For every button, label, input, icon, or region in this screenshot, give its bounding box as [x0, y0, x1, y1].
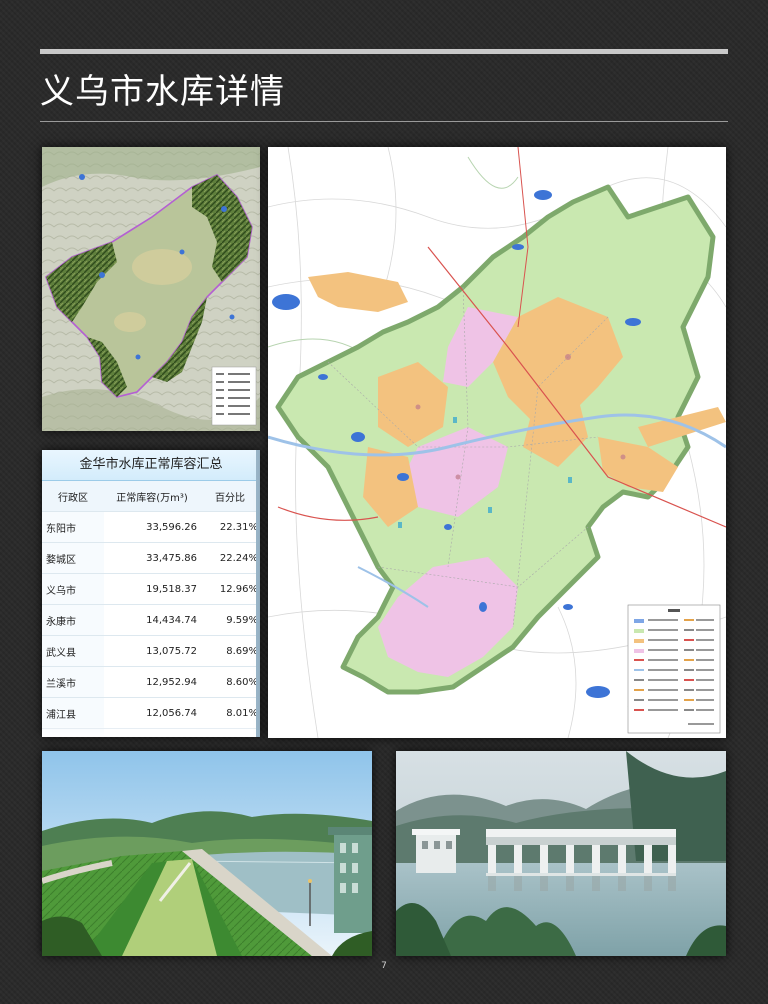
table-overflow-fade [42, 725, 260, 737]
table-title: 金华市水库正常库容汇总 [42, 450, 260, 481]
cell-capacity: 12,056.74 [104, 697, 200, 729]
table-row: 兰溪市 12,952.94 8.60% [42, 666, 260, 698]
title-divider [40, 121, 728, 122]
column-header-district: 行政区 [42, 481, 104, 512]
table-row: 婺城区 33,475.86 22.24% [42, 542, 260, 574]
cell-percent: 8.60% [200, 666, 260, 698]
cell-district: 永康市 [42, 604, 104, 636]
cell-capacity: 19,518.37 [104, 573, 200, 605]
cell-capacity: 12,952.94 [104, 666, 200, 698]
column-header-percent: 百分比 [200, 481, 260, 512]
cell-percent: 9.59% [200, 604, 260, 636]
spillway-photo-icon [396, 751, 726, 956]
page-number: 7 [381, 961, 387, 971]
terrain-map-panel[interactable] [42, 147, 260, 431]
spillway-photo-panel[interactable] [396, 751, 726, 956]
cell-capacity: 13,075.72 [104, 635, 200, 667]
cell-percent: 12.96% [200, 573, 260, 605]
table-header-row: 行政区 正常库容(万m³) 百分比 [42, 481, 260, 512]
district-map-image-icon [268, 147, 726, 738]
district-map-panel[interactable] [268, 147, 726, 738]
page-title: 义乌市水库详情 [40, 72, 285, 112]
cell-district: 武义县 [42, 635, 104, 667]
cell-percent: 8.69% [200, 635, 260, 667]
cell-district: 婺城区 [42, 542, 104, 574]
cell-capacity: 14,434.74 [104, 604, 200, 636]
reservoir-dam-photo-icon [42, 751, 372, 956]
table-row: 武义县 13,075.72 8.69% [42, 635, 260, 667]
table-row: 东阳市 33,596.26 22.31% [42, 511, 260, 543]
cell-district: 浦江县 [42, 697, 104, 729]
cell-district: 东阳市 [42, 511, 104, 543]
reservoir-summary-table: 行政区 正常库容(万m³) 百分比 东阳市 33,596.26 22.31% 婺… [42, 481, 260, 737]
table-row: 永康市 14,434.74 9.59% [42, 604, 260, 636]
reservoir-summary-table-panel[interactable]: 金华市水库正常库容汇总 行政区 正常库容(万m³) 百分比 东阳市 33,596… [42, 450, 260, 737]
table-scrollbar[interactable] [256, 450, 260, 737]
title-accent-bar [40, 49, 728, 54]
cell-percent: 22.31% [200, 511, 260, 543]
cell-capacity: 33,596.26 [104, 511, 200, 543]
cell-percent: 8.01% [200, 697, 260, 729]
cell-percent: 22.24% [200, 542, 260, 574]
cell-district: 义乌市 [42, 573, 104, 605]
cell-district: 兰溪市 [42, 666, 104, 698]
cell-capacity: 33,475.86 [104, 542, 200, 574]
column-header-capacity: 正常库容(万m³) [104, 481, 200, 512]
dam-photo-panel[interactable] [42, 751, 372, 956]
relief-map-image-icon [42, 147, 260, 431]
table-row: 义乌市 19,518.37 12.96% [42, 573, 260, 605]
table-row: 浦江县 12,056.74 8.01% [42, 697, 260, 729]
